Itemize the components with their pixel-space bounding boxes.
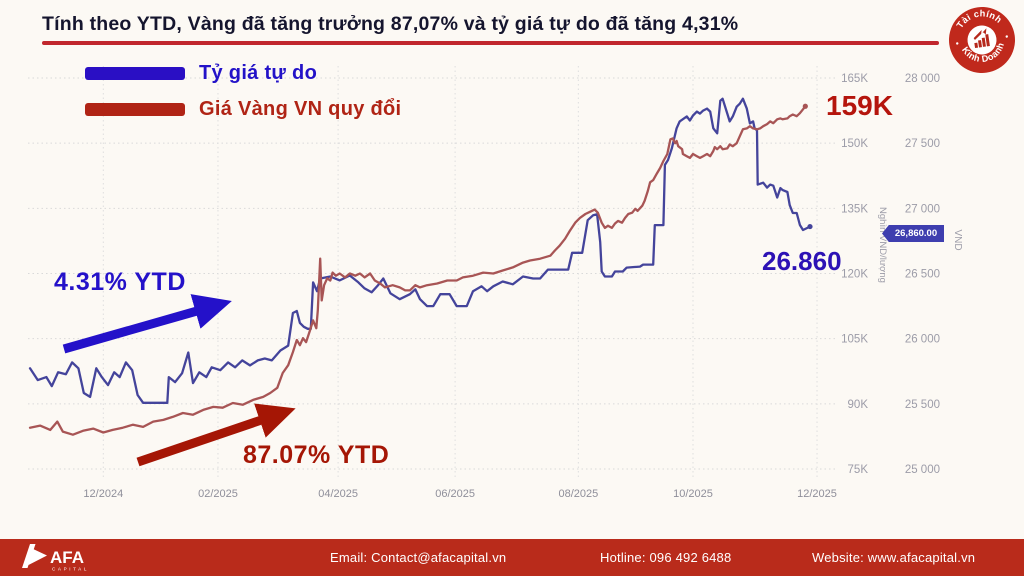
svg-text:120K: 120K [841,269,868,281]
legend-item-gia-vang: Giá Vàng VN quy đổi [85,97,402,120]
last-price-tag: 26,860.00 [882,225,944,242]
logo-subtext: CAPITAL [52,567,89,572]
svg-text:12/2025: 12/2025 [797,488,837,500]
svg-text:150K: 150K [841,138,868,150]
bar-chart-icon [973,28,990,49]
annotation-gold-last-value: 159K [826,90,893,121]
logo-text: AFA [50,548,84,567]
footer-website: Website: www.afacapital.vn [812,550,976,565]
annotation-red-ytd: 87.07% YTD [243,441,390,469]
svg-text:105K: 105K [841,334,868,346]
chart-axis-labels: 165K 28 000 150K 27 500 135K 27 000 120K 26 500… [83,73,963,500]
brand-stamp: Tài chính Kinh Doanh [949,5,1015,73]
svg-text:26 000: 26 000 [905,334,940,346]
series-line-vnd [28,97,812,404]
footer-bar: AFA CAPITAL Email: Contact@afacapital.vn… [0,539,1024,576]
legend-swatch-blue [85,66,185,80]
svg-text:25 000: 25 000 [905,464,940,476]
svg-text:165K: 165K [841,73,868,85]
annotation-blue-ytd: 4.31% YTD [54,268,186,296]
svg-text:VND: VND [952,229,963,250]
legend-item-ty-gia: Tỷ giá tự do [85,61,401,84]
svg-text:06/2025: 06/2025 [435,488,475,500]
svg-text:10/2025: 10/2025 [673,488,713,500]
svg-text:08/2025: 08/2025 [558,488,598,500]
chart-series [28,97,813,436]
svg-text:12/2024: 12/2024 [83,488,123,500]
footer-email: Email: Contact@afacapital.vn [330,550,507,565]
svg-text:27 500: 27 500 [905,138,940,150]
svg-text:28 000: 28 000 [905,73,940,85]
svg-text:27 000: 27 000 [905,203,940,215]
svg-text:04/2025: 04/2025 [318,488,358,500]
uptrend-arrow-blue [62,294,232,354]
legend-label: Giá Vàng VN quy đổi [199,97,402,120]
title-underline [42,41,939,45]
svg-text:02/2025: 02/2025 [198,488,238,500]
svg-text:25 500: 25 500 [905,399,940,411]
series-line-gold [28,105,807,436]
svg-text:75K: 75K [848,464,869,476]
svg-text:Nghìn VND/lượng: Nghìn VND/lượng [877,207,888,283]
footer-hotline: Hotline: 096 492 6488 [600,550,732,565]
svg-text:135K: 135K [841,203,868,215]
page-title: Tính theo YTD, Vàng đã tăng trưởng 87,07… [42,13,739,35]
svg-text:90K: 90K [848,399,869,411]
chart-legend: Tỷ giá tự do Giá Vàng VN quy đổi [85,61,402,136]
afa-capital-logo: AFA CAPITAL [22,544,89,572]
legend-swatch-red [85,102,185,116]
annotation-fx-last-value: 26.860 [762,246,842,276]
uptrend-arrow-red [136,403,296,467]
legend-label: Tỷ giá tự do [199,61,318,84]
svg-text:26 500: 26 500 [905,269,940,281]
